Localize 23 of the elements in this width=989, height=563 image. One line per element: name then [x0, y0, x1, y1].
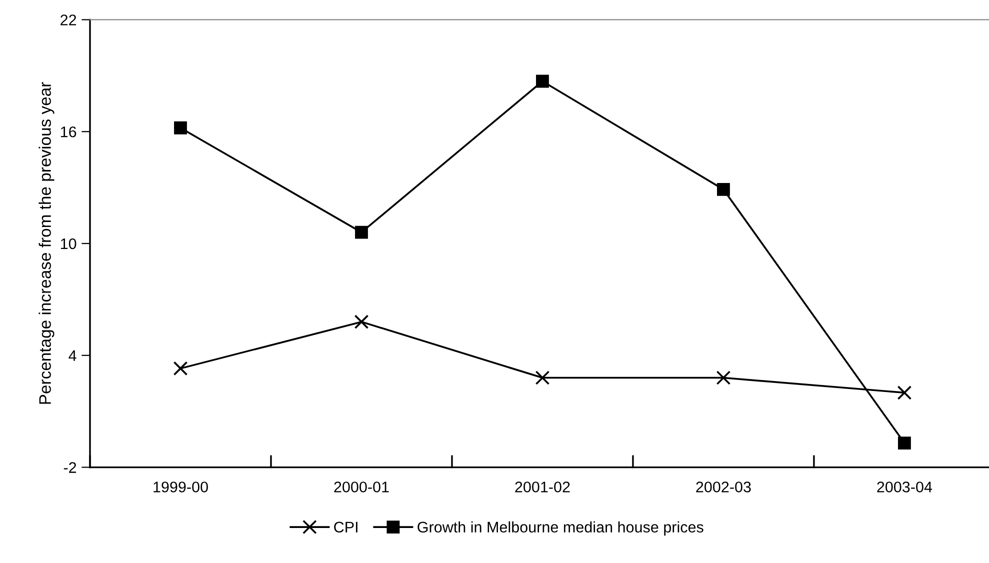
- y-tick-label: -2: [64, 462, 76, 473]
- point: [716, 370, 731, 385]
- x-tick-label: 2001-02: [515, 482, 570, 492]
- x-tick-label: 2003-04: [877, 482, 932, 492]
- y-axis-title: Percentage increase from the previous year: [38, 82, 54, 404]
- x-tick-label: 2000-01: [334, 482, 389, 492]
- point: [536, 74, 549, 88]
- y-tick-label: 16: [60, 126, 76, 138]
- point: [535, 370, 550, 385]
- y-tick-label: 22: [60, 14, 76, 26]
- point: [174, 121, 187, 134]
- point: [897, 386, 912, 400]
- point: [898, 436, 911, 450]
- x-tick-label: 2002-03: [696, 482, 751, 492]
- y-tick-label: 4: [68, 350, 76, 361]
- legend-label: Growth in Melbourne median house prices: [418, 521, 704, 536]
- point: [173, 361, 188, 376]
- point: [716, 182, 730, 196]
- point: [354, 314, 369, 329]
- point: [355, 226, 368, 239]
- y-tick-label: 10: [60, 238, 76, 250]
- legend-label: CPI: [334, 522, 358, 533]
- x-tick-label: 1999-00: [154, 482, 208, 492]
